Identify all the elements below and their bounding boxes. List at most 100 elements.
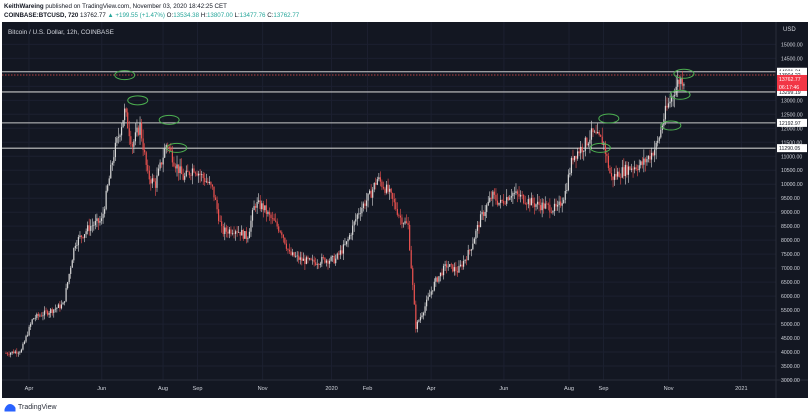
candle-up [319, 263, 321, 265]
candle-down [273, 218, 275, 221]
candle-up [156, 175, 158, 188]
annotation-ellipse[interactable] [589, 142, 611, 153]
candle-down [51, 309, 53, 313]
candle-down [171, 150, 173, 163]
candle-down [396, 209, 398, 215]
y-tick-label: 12000.00 [781, 126, 803, 132]
y-tick-label: 7000.00 [781, 266, 800, 272]
last-price-value: 13762.77 [80, 12, 106, 19]
candle-down [127, 112, 129, 129]
candle-up [267, 211, 269, 214]
annotation-ellipse[interactable] [127, 95, 149, 106]
tradingview-brand[interactable]: TradingView [18, 404, 57, 411]
candle-up [670, 96, 673, 102]
annotation-ellipse[interactable] [660, 120, 682, 131]
candle-up [683, 84, 685, 86]
candle-up [185, 170, 187, 177]
candle-down [601, 136, 603, 145]
candle-up [122, 120, 124, 128]
annotation-ellipse[interactable] [598, 113, 620, 124]
y-tick-label: 13000.00 [781, 98, 803, 104]
candle-down [549, 204, 551, 213]
tradingview-logo-icon[interactable] [4, 403, 16, 412]
candle-up [305, 257, 308, 264]
candle-up [664, 105, 667, 120]
author-name[interactable]: KeithWareing [4, 3, 44, 10]
x-tick-label: Aug [564, 386, 574, 392]
candle-down [219, 220, 221, 222]
candle-up [362, 203, 365, 208]
candle-up [385, 184, 388, 193]
candle-up [73, 248, 75, 261]
candle-up [643, 158, 645, 165]
candle-up [344, 244, 346, 245]
candle-down [270, 214, 272, 219]
y-tick-label: 8000.00 [781, 238, 800, 244]
candle-down [466, 259, 468, 261]
candle-up [339, 250, 341, 255]
candle-up [621, 167, 623, 178]
candle-up [499, 199, 502, 203]
candle-down [600, 134, 602, 137]
candle-down [501, 199, 503, 201]
candle-up [433, 281, 435, 291]
candle-up [87, 225, 89, 232]
candle-down [635, 167, 637, 170]
candle-down [526, 203, 528, 205]
candle-up [342, 244, 345, 254]
candle-down [290, 251, 292, 255]
candle-up [509, 197, 511, 200]
candle-down [202, 174, 204, 179]
candle-up [250, 220, 252, 232]
candle-down [239, 231, 241, 236]
currency-label: USD [783, 27, 796, 33]
candle-up [473, 238, 475, 244]
candle-up [435, 277, 437, 282]
candle-up [83, 234, 86, 238]
annotation-ellipse[interactable] [114, 70, 136, 81]
candle-down [46, 311, 49, 315]
candle-up [17, 352, 19, 354]
candle-up [332, 255, 334, 257]
candle-down [193, 168, 195, 173]
candle-up [116, 137, 118, 143]
candle-up [530, 197, 532, 206]
candle-down [310, 258, 312, 260]
candle-up [640, 161, 642, 166]
publisher-line: KeithWareing published on TradingView.co… [4, 3, 227, 11]
candle-up [162, 157, 164, 165]
candle-up [60, 304, 63, 309]
candle-up [624, 164, 626, 177]
candle-up [512, 193, 514, 197]
candle-up [432, 290, 434, 292]
price-chart[interactable]: 3000.00 3500.00 4000.00 4500.00 5000.00 5500.… [2, 22, 808, 398]
candle-up [296, 255, 298, 257]
candle-down [131, 144, 133, 147]
candle-down [293, 252, 295, 257]
candle-down [478, 225, 480, 228]
candle-up [506, 197, 508, 204]
candle-down [182, 174, 184, 180]
candle-up [655, 142, 657, 150]
annotation-ellipse[interactable] [158, 114, 180, 125]
candle-up [492, 191, 494, 199]
candle-down [586, 137, 588, 146]
annotation-ellipse[interactable] [673, 68, 695, 79]
candle-up [475, 230, 477, 239]
chart-area[interactable]: 3000.00 3500.00 4000.00 4500.00 5000.00 5500.… [2, 22, 808, 398]
candle-down [550, 212, 553, 213]
annotation-ellipse[interactable] [669, 89, 691, 100]
x-tick-label: Jun [499, 386, 508, 392]
x-tick-label: Aug [158, 386, 168, 392]
candle-down [529, 199, 531, 206]
high-value: 13807.00 [206, 12, 233, 19]
candle-down [287, 248, 289, 250]
y-tick-label: 11500.00 [781, 140, 802, 146]
candle-up [569, 172, 571, 175]
candle-up [430, 291, 432, 295]
candle-down [275, 220, 277, 222]
candle-down [322, 257, 324, 258]
candle-down [399, 215, 402, 218]
annotation-ellipse[interactable] [166, 142, 188, 153]
published-text: published on TradingView.com, November 0… [45, 3, 227, 10]
